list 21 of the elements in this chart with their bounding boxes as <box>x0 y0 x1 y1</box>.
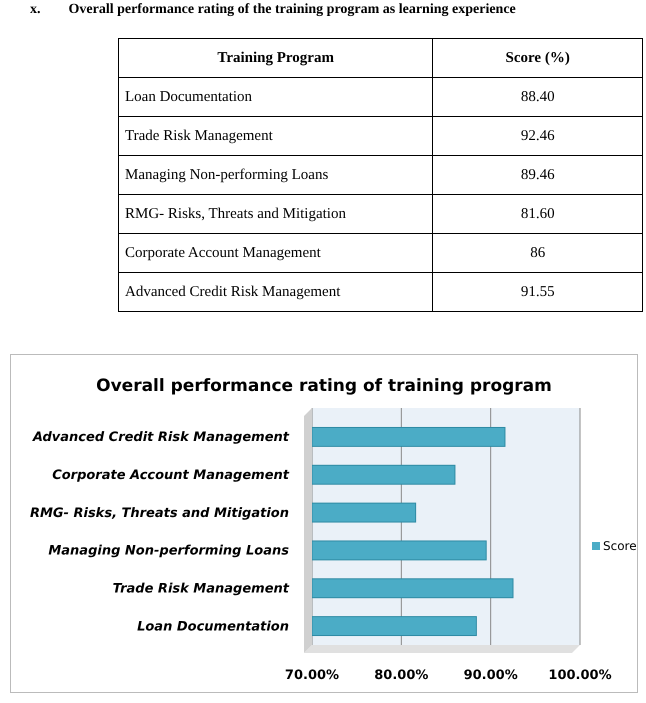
text: Training Program <box>118 38 433 78</box>
legend-label: Score <box>603 539 637 553</box>
text: 86 <box>432 234 642 272</box>
chart-title: Overall performance rating of training program <box>96 376 552 396</box>
text: 92.46 <box>432 116 642 156</box>
x-tick-label: 70.00% <box>284 668 340 684</box>
x-tick-label: 90.00% <box>464 668 518 684</box>
y-tick-label: Loan Documentation <box>137 619 289 634</box>
text: x. Overall performance rating of the training program as learning experience <box>30 2 516 18</box>
text: Score (%) <box>432 38 642 78</box>
text: 88.40 <box>432 78 642 116</box>
y-tick-label: Advanced Credit Risk Management <box>32 430 290 446</box>
y-tick-label: RMG- Risks, Threats and Mitigation <box>30 506 289 521</box>
y-tick-label: Managing Non-performing Loans <box>48 544 290 559</box>
text: 81.60 <box>432 194 642 234</box>
y-tick-label: Corporate Account Management <box>52 468 290 483</box>
x-tick-label: 100.00% <box>548 668 612 684</box>
text: 91.55 <box>432 272 642 312</box>
y-tick-label: Trade Risk Management <box>112 581 290 596</box>
x-tick-label: 80.00% <box>374 668 428 684</box>
text: 89.46 <box>432 156 642 194</box>
